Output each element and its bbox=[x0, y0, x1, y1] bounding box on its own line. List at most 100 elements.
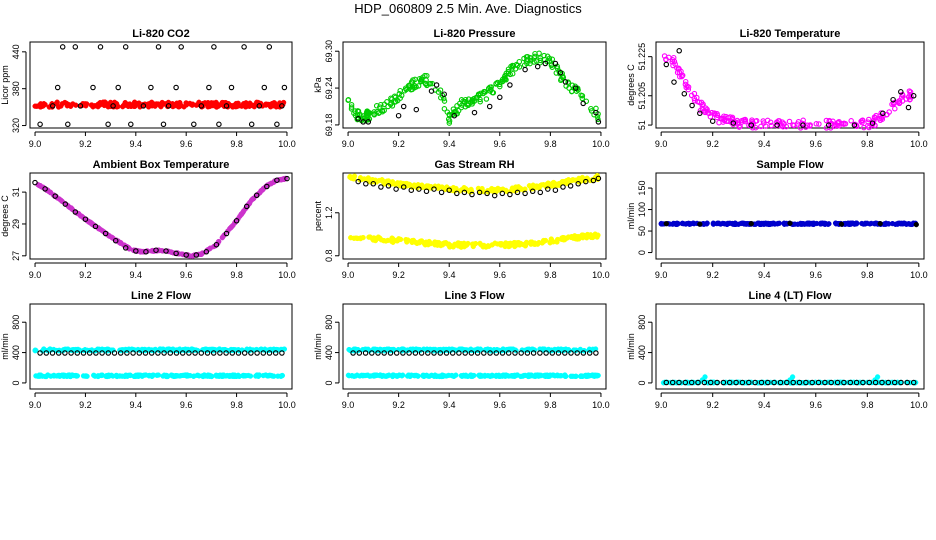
data-point bbox=[685, 86, 692, 93]
data-point bbox=[37, 121, 43, 128]
data-point bbox=[371, 109, 377, 115]
data-point bbox=[105, 350, 112, 356]
data-point bbox=[565, 177, 572, 183]
data-point bbox=[408, 187, 415, 193]
data-point bbox=[369, 350, 375, 356]
data-point bbox=[105, 121, 111, 128]
x-tick-label: 9.0 bbox=[342, 139, 355, 149]
data-point bbox=[62, 201, 69, 207]
data-point bbox=[449, 350, 456, 356]
data-point bbox=[554, 181, 560, 187]
data-point bbox=[219, 100, 225, 107]
data-point bbox=[768, 122, 775, 129]
data-point bbox=[401, 88, 408, 94]
data-point bbox=[758, 379, 765, 386]
data-point bbox=[826, 118, 832, 125]
data-point bbox=[865, 122, 871, 129]
data-point bbox=[742, 116, 748, 123]
data-point bbox=[80, 350, 87, 356]
data-point bbox=[696, 99, 703, 106]
data-point bbox=[160, 121, 167, 128]
data-point bbox=[737, 123, 743, 130]
data-point bbox=[258, 188, 264, 194]
data-point bbox=[533, 58, 540, 64]
x-tick-label: 9.0 bbox=[655, 400, 668, 410]
data-point bbox=[477, 240, 483, 247]
data-point bbox=[823, 117, 830, 124]
data-point bbox=[97, 99, 103, 106]
data-point bbox=[428, 88, 435, 94]
data-point bbox=[528, 57, 534, 64]
data-point bbox=[118, 240, 124, 246]
data-point bbox=[441, 91, 447, 97]
panel-li-820-co2: Li-820 CO2 9.0 9.2 9.4 9.6 9.8 10.0 320 380 440Li… bbox=[0, 28, 296, 149]
data-point bbox=[518, 350, 524, 356]
y-tick-label: 400 bbox=[324, 345, 334, 360]
data-point bbox=[348, 235, 354, 241]
y-axis-label: percent bbox=[313, 200, 323, 231]
data-point bbox=[459, 373, 465, 379]
y-tick-label: 1.2 bbox=[324, 207, 334, 220]
data-point bbox=[579, 93, 586, 99]
data-point bbox=[400, 103, 407, 110]
data-point bbox=[560, 184, 566, 190]
x-tick-label: 9.4 bbox=[758, 139, 771, 149]
data-point bbox=[482, 373, 488, 379]
data-point bbox=[223, 350, 229, 356]
data-point bbox=[381, 373, 388, 379]
data-point bbox=[533, 183, 540, 189]
data-point bbox=[125, 103, 132, 109]
data-point bbox=[110, 103, 116, 109]
data-point bbox=[148, 350, 155, 356]
data-point bbox=[595, 116, 601, 123]
data-point bbox=[423, 372, 430, 378]
x-tick-label: 10.0 bbox=[910, 400, 928, 410]
data-point bbox=[516, 185, 522, 191]
data-point bbox=[544, 181, 550, 187]
data-point bbox=[441, 106, 448, 112]
data-point bbox=[866, 379, 873, 386]
data-point bbox=[395, 112, 402, 119]
data-point bbox=[481, 89, 487, 95]
y-tick-label: 69.18 bbox=[324, 114, 334, 137]
y-tick-label: 400 bbox=[11, 345, 21, 360]
data-point bbox=[65, 372, 71, 379]
data-point bbox=[77, 103, 84, 109]
data-point bbox=[415, 373, 421, 379]
data-point bbox=[784, 379, 790, 386]
data-point bbox=[514, 189, 521, 196]
data-point bbox=[384, 178, 390, 184]
data-point bbox=[860, 379, 866, 386]
data-point bbox=[93, 350, 99, 356]
data-point bbox=[847, 379, 854, 386]
data-point bbox=[122, 245, 129, 251]
data-point bbox=[462, 350, 468, 356]
data-point bbox=[704, 221, 710, 227]
x-tick-label: 9.4 bbox=[443, 139, 456, 149]
data-point bbox=[913, 221, 919, 228]
data-point bbox=[565, 79, 571, 85]
data-point bbox=[163, 248, 169, 254]
data-point bbox=[518, 373, 524, 380]
data-point bbox=[532, 373, 538, 380]
data-point bbox=[348, 106, 355, 112]
data-point bbox=[121, 242, 128, 248]
data-point bbox=[663, 379, 670, 386]
data-point bbox=[352, 373, 359, 379]
data-point bbox=[470, 97, 476, 104]
data-point bbox=[488, 84, 494, 90]
data-point bbox=[487, 350, 493, 356]
data-point bbox=[167, 350, 174, 356]
data-point bbox=[699, 105, 706, 112]
panel-li-820-pressure: Li-820 Pressure 9.0 9.2 9.4 9.6 9.8 10.0 69.18 6… bbox=[313, 28, 610, 149]
data-point bbox=[43, 350, 50, 356]
data-point bbox=[671, 79, 677, 85]
data-point bbox=[797, 220, 804, 227]
data-point bbox=[682, 78, 689, 85]
data-point bbox=[830, 118, 836, 125]
data-point bbox=[42, 186, 48, 192]
data-point bbox=[590, 346, 596, 352]
panel-title-sample-flow: Sample Flow bbox=[756, 159, 824, 171]
data-point bbox=[45, 372, 51, 378]
x-tick-label: 9.6 bbox=[494, 139, 507, 149]
